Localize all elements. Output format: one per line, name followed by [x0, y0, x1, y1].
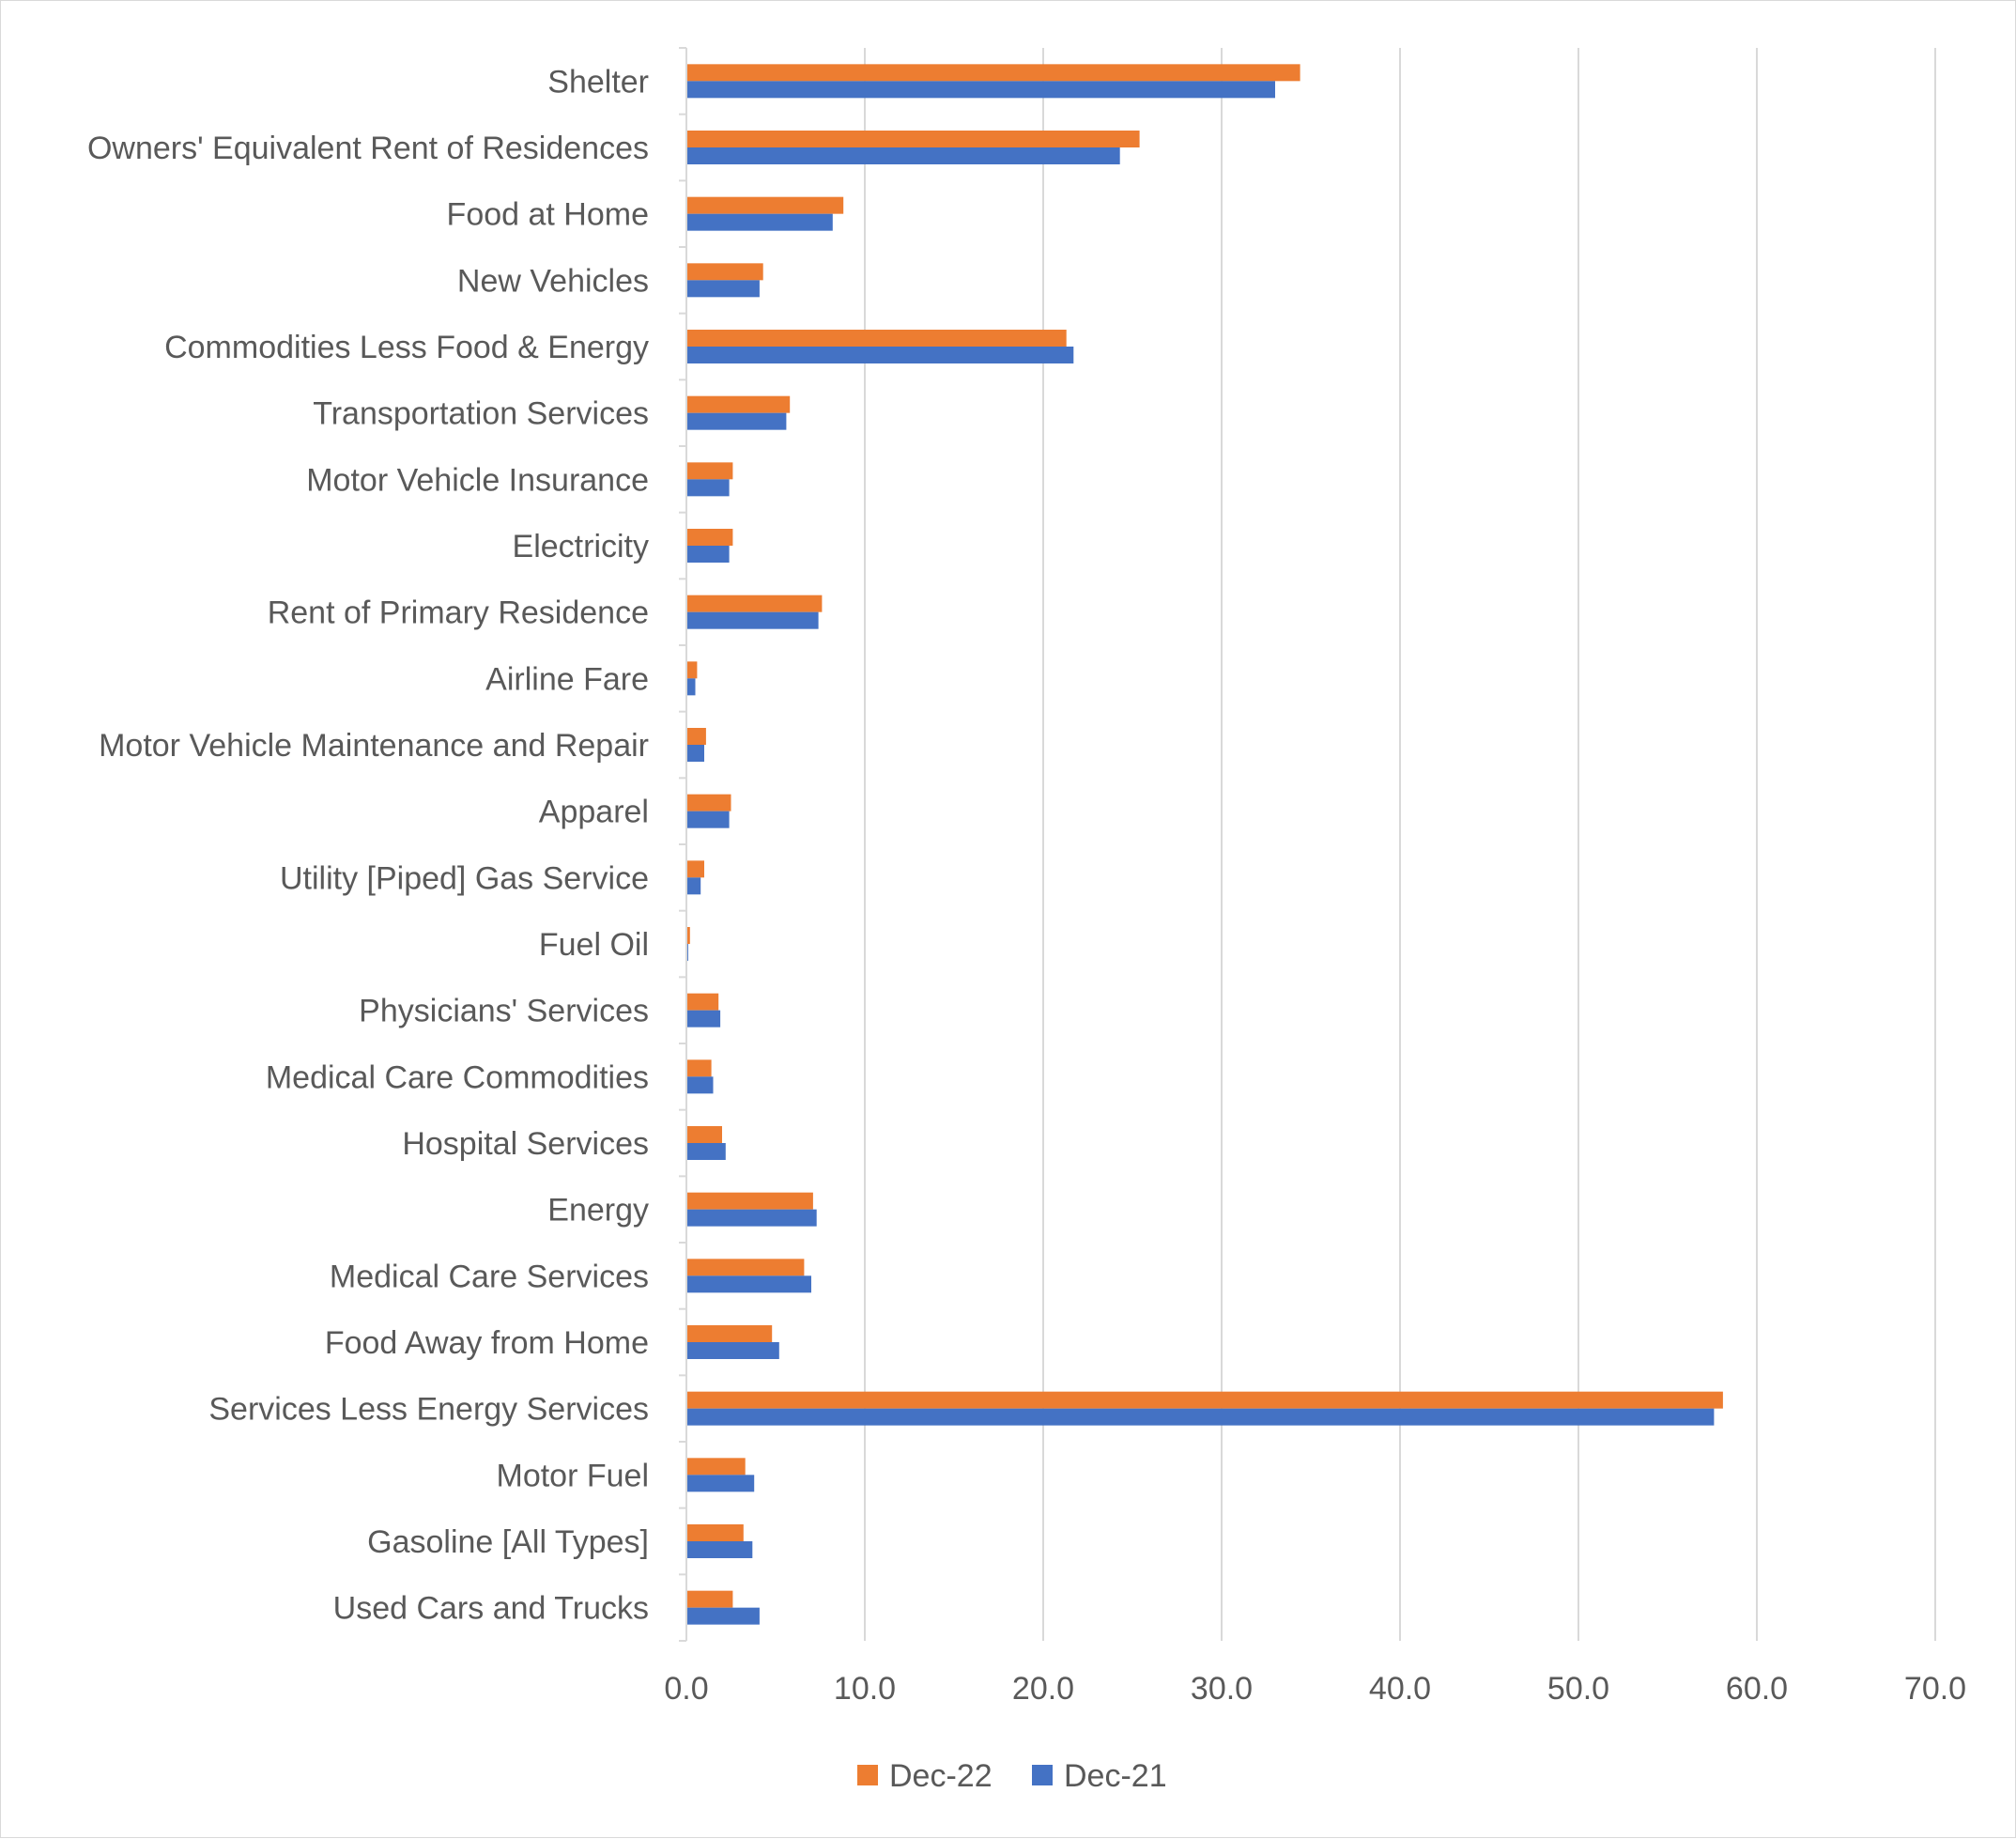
- x-tick-label: 20.0: [1012, 1671, 1074, 1707]
- bar-dec-22: [686, 1192, 813, 1210]
- bar-dec-21: [686, 811, 730, 828]
- legend: Dec-22 Dec-21: [857, 1758, 1167, 1794]
- bar-dec-22: [686, 927, 690, 944]
- x-tick-label: 40.0: [1369, 1671, 1431, 1707]
- category-label: Rent of Primary Residence: [268, 595, 649, 631]
- category-label: Food Away from Home: [325, 1325, 649, 1361]
- bar-dec-22: [686, 131, 1140, 147]
- bar-dec-21: [686, 1076, 714, 1094]
- category-label: Commodities Less Food & Energy: [164, 330, 649, 365]
- bar-dec-22: [686, 1524, 744, 1541]
- bar-dec-21: [686, 546, 730, 563]
- bar-dec-21: [686, 1275, 811, 1293]
- category-label: Airline Fare: [485, 661, 649, 697]
- bar-dec-22: [686, 64, 1300, 82]
- legend-label: Dec-21: [1064, 1758, 1167, 1794]
- x-tick-label: 60.0: [1726, 1671, 1788, 1707]
- bar-dec-21: [686, 1607, 760, 1625]
- x-tick-label: 0.0: [664, 1671, 708, 1707]
- category-label: Medical Care Commodities: [266, 1059, 649, 1095]
- category-label: Utility [Piped] Gas Service: [280, 860, 649, 896]
- bar-dec-21: [686, 147, 1120, 164]
- bar-dec-21: [686, 213, 833, 231]
- legend-swatch: [857, 1765, 878, 1785]
- x-tick-label: 50.0: [1547, 1671, 1609, 1707]
- bar-dec-21: [686, 1342, 779, 1359]
- bar-dec-21: [686, 1408, 1715, 1426]
- grid-layer: [864, 48, 1936, 1641]
- bar-dec-22: [686, 529, 733, 546]
- category-label: Motor Vehicle Insurance: [306, 462, 649, 498]
- category-label: New Vehicles: [457, 263, 649, 299]
- bar-dec-22: [686, 595, 823, 612]
- bar-dec-21: [686, 611, 819, 629]
- category-label: Electricity: [513, 529, 649, 564]
- category-label: Gasoline [All Types]: [367, 1524, 649, 1560]
- category-label: Physicians' Services: [359, 994, 649, 1029]
- bar-dec-21: [686, 412, 787, 430]
- category-label: Transportation Services: [313, 396, 649, 432]
- bar-dec-21: [686, 1010, 721, 1028]
- bar-dec-22: [686, 395, 791, 413]
- bar-dec-22: [686, 1059, 712, 1077]
- bar-dec-22: [686, 1590, 733, 1608]
- bar-dec-22: [686, 462, 733, 480]
- bar-dec-22: [686, 1391, 1723, 1409]
- bar-dec-21: [686, 745, 704, 762]
- category-label: Services Less Energy Services: [208, 1392, 649, 1428]
- category-label: Motor Vehicle Maintenance and Repair: [99, 728, 649, 764]
- bar-dec-22: [686, 1325, 773, 1342]
- category-label: Food at Home: [447, 197, 649, 233]
- category-label: Shelter: [547, 64, 649, 100]
- bar-dec-22: [686, 661, 698, 679]
- category-label: Motor Fuel: [497, 1458, 650, 1493]
- bar-dec-21: [686, 1475, 755, 1492]
- category-label: Apparel: [539, 795, 649, 830]
- bar-dec-22: [686, 993, 719, 1011]
- legend-label: Dec-22: [889, 1758, 993, 1794]
- x-tick-label: 10.0: [834, 1671, 896, 1707]
- bar-dec-21: [686, 280, 760, 298]
- bar-dec-21: [686, 1541, 753, 1558]
- bar-dec-21: [686, 877, 701, 895]
- category-label: Hospital Services: [402, 1126, 649, 1162]
- category-label: Energy: [547, 1193, 649, 1229]
- category-label: Fuel Oil: [539, 927, 649, 963]
- bar-dec-22: [686, 330, 1067, 347]
- axis-layer: [679, 47, 687, 1642]
- category-label: Used Cars and Trucks: [333, 1591, 649, 1627]
- bar-dec-22: [686, 860, 704, 878]
- ticks-layer: 0.0 10.0 20.0 30.0 40.0 50.0 60.0 70.0: [664, 1671, 1966, 1707]
- bar-dec-22: [686, 263, 763, 281]
- bar-dec-21: [686, 347, 1074, 363]
- x-tick-label: 70.0: [1904, 1671, 1966, 1707]
- bar-dec-22: [686, 1126, 722, 1143]
- bar-dec-22: [686, 728, 706, 745]
- bar-dec-22: [686, 1458, 746, 1476]
- category-label: Medical Care Services: [330, 1259, 649, 1294]
- bar-dec-22: [686, 1259, 805, 1276]
- bar-dec-22: [686, 196, 844, 214]
- bar-dec-21: [686, 1209, 817, 1227]
- bars-layer: [686, 64, 1723, 1625]
- legend-swatch: [1032, 1765, 1053, 1785]
- x-tick-label: 30.0: [1191, 1671, 1253, 1707]
- bar-dec-21: [686, 479, 730, 497]
- bar-dec-21: [686, 678, 696, 696]
- labels-layer: Shelter Owners' Equivalent Rent of Reside…: [87, 64, 649, 1626]
- bar-dec-22: [686, 794, 731, 811]
- category-label: Owners' Equivalent Rent of Residences: [87, 131, 649, 166]
- bar-dec-21: [686, 1143, 726, 1160]
- bar-dec-21: [686, 81, 1275, 99]
